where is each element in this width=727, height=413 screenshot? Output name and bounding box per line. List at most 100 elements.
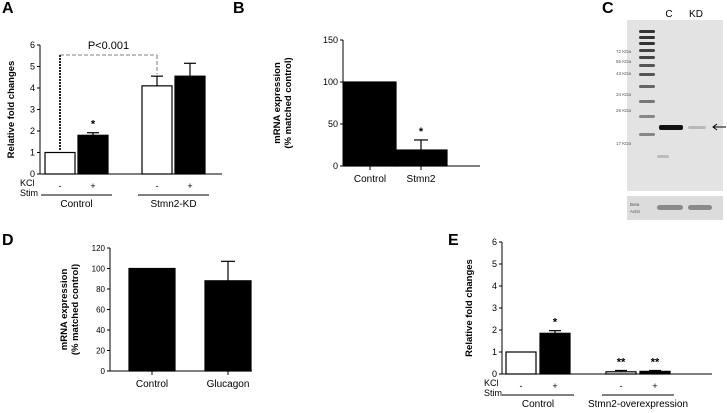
significance-marker: ** xyxy=(651,356,660,368)
bar xyxy=(505,351,537,375)
y-tick-label: 4 xyxy=(30,83,35,93)
condition-label: + xyxy=(552,381,557,391)
y-tick-label: 0 xyxy=(101,367,106,376)
condition-label: - xyxy=(520,381,523,391)
group-label: Control xyxy=(522,399,554,410)
condition-label: - xyxy=(620,381,623,391)
y-axis-label-line: mRNA expression xyxy=(272,62,283,144)
panel-label-d: D xyxy=(2,232,14,249)
y-tick-label: 6 xyxy=(492,237,497,247)
p-value-annotation: P<0.001 xyxy=(88,40,129,52)
y-axis-label-line: Relative fold changes xyxy=(6,61,17,159)
protein-ladder xyxy=(639,30,655,136)
panel-label-b: B xyxy=(233,0,245,17)
loading-control-line: Beta xyxy=(630,202,640,207)
significance-marker: * xyxy=(419,126,424,138)
y-tick-label: 150 xyxy=(323,35,338,45)
y-axis-label: mRNA expression(% matched control) xyxy=(272,57,294,148)
y-tick-label: 3 xyxy=(30,105,35,115)
bar xyxy=(394,149,448,167)
western-blot: 72 KDa 55 KDa 43 KDa 34 KDa 26 KDa 17 KD… xyxy=(616,9,726,220)
group-label: Stmn2-KD xyxy=(150,199,196,210)
loading-control-line: Actin xyxy=(630,209,641,214)
chart-d: 0 20 40 60 80 100 120 mRNA expression(% matched… xyxy=(59,244,252,390)
row-label-kcl: KCl xyxy=(20,178,35,188)
panel-label-c: C xyxy=(602,0,614,17)
y-tick-label: 50 xyxy=(328,119,338,129)
y-tick-label: 1 xyxy=(492,347,497,357)
y-tick-label: 2 xyxy=(492,325,497,335)
x-tick-label: Control xyxy=(354,174,386,185)
blot-membrane xyxy=(627,20,723,191)
bar xyxy=(77,134,109,175)
y-tick-label: 80 xyxy=(96,285,105,294)
y-tick-label: 60 xyxy=(96,306,105,315)
y-tick-label: 2 xyxy=(30,126,35,136)
y-tick-label: 120 xyxy=(92,244,106,253)
bar xyxy=(174,75,206,175)
significance-marker: * xyxy=(553,317,558,329)
y-tick-label: 0 xyxy=(30,169,35,179)
bar xyxy=(639,370,671,375)
lane-label-kd: KD xyxy=(689,9,703,20)
actin-band-kd xyxy=(688,205,712,210)
bar xyxy=(44,151,76,175)
condition-label: + xyxy=(652,381,657,391)
panel-label-a: A xyxy=(2,0,14,17)
x-tick-label: Stmn2 xyxy=(407,174,436,185)
y-tick-label: 4 xyxy=(492,281,497,291)
x-tick-label: Control xyxy=(136,379,168,390)
y-axis-label-line: (% matched control) xyxy=(70,264,81,355)
condition-label: - xyxy=(156,181,159,191)
y-tick-label: 0 xyxy=(333,161,338,171)
y-axis-label-line: mRNA expression xyxy=(59,269,70,351)
y-axis-label-line: (% matched control) xyxy=(283,57,294,148)
x-tick-label: Glucagon xyxy=(207,379,250,390)
row-label-kcl: KCl xyxy=(484,378,499,388)
y-axis-label: Relative fold changes xyxy=(6,61,17,159)
marker-label: 55 KDa xyxy=(616,59,632,64)
bar xyxy=(128,267,176,372)
y-tick-label: 100 xyxy=(92,265,106,274)
bar xyxy=(539,332,571,375)
y-tick-label: 0 xyxy=(492,369,497,379)
group-label: Control xyxy=(60,199,92,210)
condition-label: + xyxy=(187,181,192,191)
marker-label: 34 KDa xyxy=(616,92,632,97)
y-axis-label-line: Relative fold changes xyxy=(464,259,475,357)
marker-label: 26 KDa xyxy=(616,108,632,113)
significance-marker: * xyxy=(91,119,96,131)
stathmin2-band-kd xyxy=(688,126,706,129)
y-tick-label: 20 xyxy=(96,347,105,356)
lane-label-c: C xyxy=(665,9,672,20)
y-axis-label: mRNA expression(% matched control) xyxy=(59,264,81,355)
y-tick-label: 1 xyxy=(30,148,35,158)
actin-band-control xyxy=(657,205,683,210)
row-label-stim: Stim xyxy=(484,388,502,398)
y-tick-label: 3 xyxy=(492,303,497,313)
condition-label: - xyxy=(59,181,62,191)
bar xyxy=(204,280,252,372)
bar xyxy=(343,81,397,167)
stathmin2-band-control xyxy=(659,125,683,130)
row-label-stim: Stim xyxy=(20,188,38,198)
condition-label: + xyxy=(90,181,95,191)
marker-label: 43 KDa xyxy=(616,71,632,76)
loading-control-label: Beta Actin xyxy=(630,202,641,214)
y-tick-label: 6 xyxy=(30,40,35,50)
band-arrow-icon xyxy=(712,123,726,131)
group-label: Stmn2-overexpression xyxy=(588,399,688,410)
y-axis-label: Relative fold changes xyxy=(464,259,475,357)
marker-label: 17 KDa xyxy=(616,141,632,146)
marker-label: 72 KDa xyxy=(616,49,632,54)
y-tick-label: 5 xyxy=(492,259,497,269)
bar xyxy=(141,85,173,175)
chart-b: 0 50 100 150 mRNA expression(% matched contr… xyxy=(272,35,480,185)
y-tick-label: 40 xyxy=(96,326,105,335)
bar xyxy=(605,371,637,375)
faint-band xyxy=(657,155,669,158)
y-tick-label: 5 xyxy=(30,62,35,72)
